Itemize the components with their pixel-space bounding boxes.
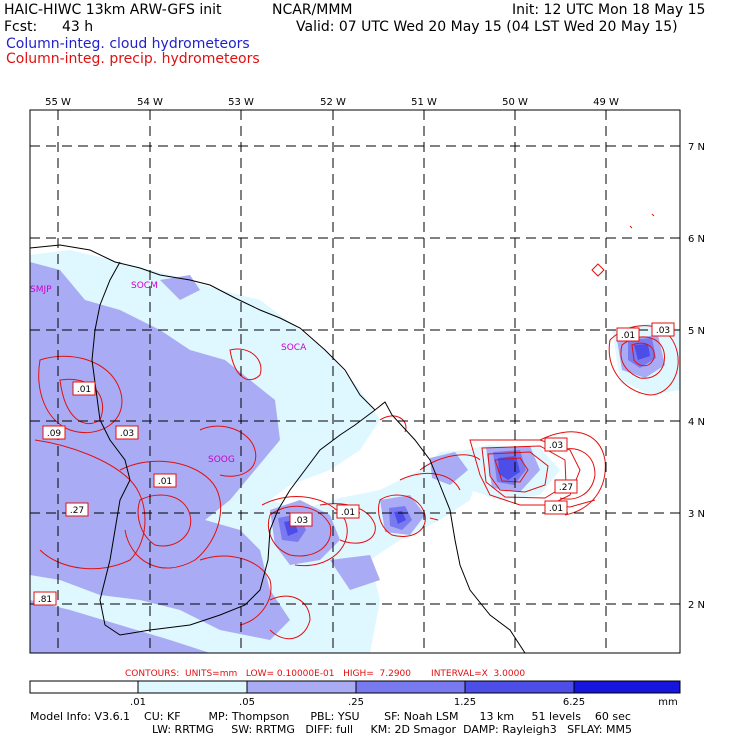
lon-label: 51 W [411,97,437,108]
contour-label: .09 [47,429,62,439]
map-frame [29,109,681,654]
contour-label: .01 [621,331,635,341]
lon-label: 49 W [593,97,619,108]
colorbar-tick: .01 [130,697,146,708]
contour-label: .03 [656,326,670,336]
precip-field-label: Column-integ. precip. hydrometeors [6,51,260,67]
lat-label: 2 N [688,600,705,611]
colorbar-tick: .05 [239,697,255,708]
contour-label: .81 [38,595,52,605]
colorbar-tick: 6.25 [563,697,585,708]
lat-label: 7 N [688,142,705,153]
lon-label: 53 W [228,97,254,108]
colorbar-tick: .25 [348,697,364,708]
model-info-line2: LW: RRTMG SW: RRTMG DIFF: full KM: 2D Sm… [152,723,632,736]
precip-contours [34,213,679,640]
color-bar [29,680,681,694]
contour-label: .03 [294,516,308,526]
lon-label: 50 W [502,97,528,108]
contour-label: .01 [341,508,355,518]
lat-label: 3 N [688,509,705,520]
colorbar-unit: mm [658,697,677,708]
cloud-shade-mid [30,262,665,653]
contour-label: .03 [549,441,563,451]
station-label: SOCM [131,281,158,291]
contour-label: .01 [77,385,91,395]
init-time: Init: 12 UTC Mon 18 May 15 [512,2,706,18]
forecast-label: Fcst: [4,19,38,35]
contour-label: .03 [120,429,134,439]
lat-label: 6 N [688,234,705,245]
forecast-hour: 43 h [62,19,94,35]
lon-label: 55 W [45,97,71,108]
valid-time: Valid: 07 UTC Wed 20 May 15 (04 LST Wed … [296,19,678,35]
contour-label: .01 [549,504,563,514]
plot-title: HAIC-HIWC 13km ARW-GFS init [4,2,222,18]
lat-label: 4 N [688,417,705,428]
contour-labels: .01 .03 .01 .09 .03 .01 .27 .81 .03 .01 … [33,322,675,606]
station-label: SMJP [30,285,52,295]
contour-label: .01 [158,477,172,487]
lon-label: 52 W [320,97,346,108]
colorbar-tick: 1.25 [454,697,476,708]
contour-label: .27 [559,483,573,493]
lon-label: 54 W [137,97,163,108]
model-info-line1: Model Info: V3.6.1 CU: KF MP: Thompson P… [30,710,631,723]
org-label: NCAR/MMM [272,2,353,18]
contour-label: .27 [70,506,84,516]
station-label: SOCA [281,343,307,353]
contours-info: CONTOURS: UNITS=mm LOW= 0.10000E-01 HIGH… [125,669,525,679]
lat-label: 5 N [688,326,705,337]
station-label: SOOG [208,455,235,465]
cloud-field-label: Column-integ. cloud hydrometeors [6,36,250,52]
